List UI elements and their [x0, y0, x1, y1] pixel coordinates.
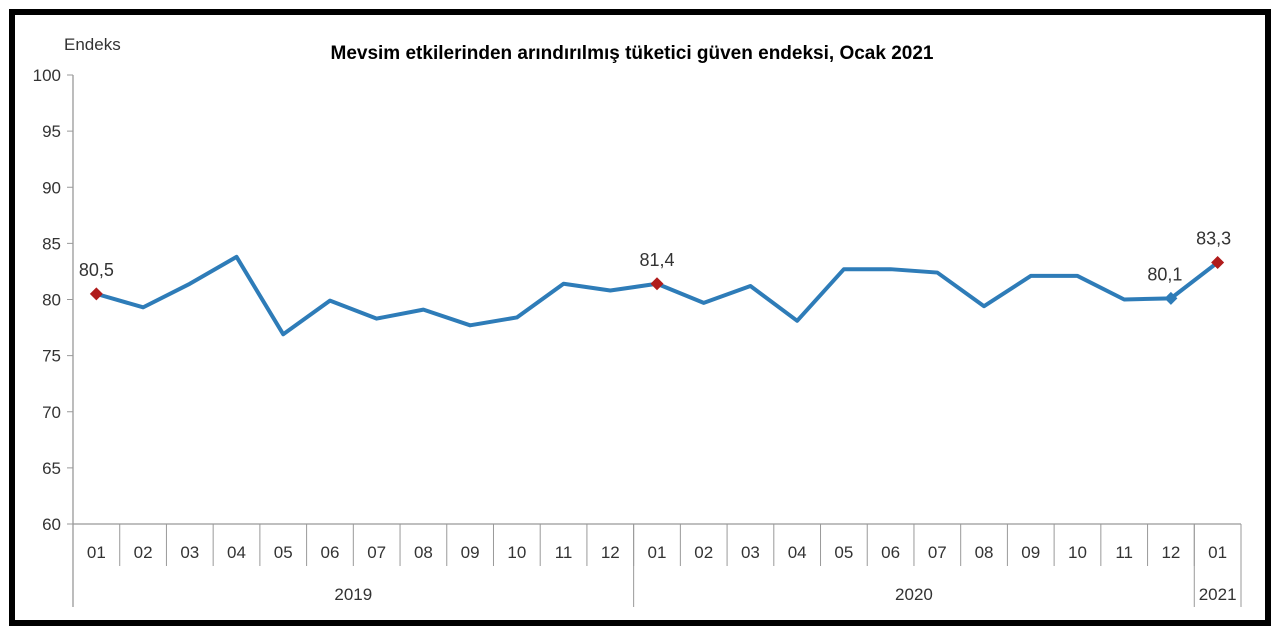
x-tick-label: 06	[320, 543, 339, 562]
data-marker-diamond	[1164, 291, 1178, 305]
x-year-label: 2019	[334, 585, 372, 604]
y-tick-label: 75	[42, 347, 61, 366]
data-point	[609, 290, 611, 292]
data-label: 80,1	[1147, 264, 1182, 284]
data-point	[749, 285, 751, 287]
y-tick-label: 90	[42, 178, 61, 197]
data-label: 81,4	[639, 250, 674, 270]
x-tick-label: 04	[227, 543, 246, 562]
data-point	[843, 268, 845, 270]
x-tick-label: 06	[881, 543, 900, 562]
data-point	[796, 320, 798, 322]
y-tick-label: 80	[42, 291, 61, 310]
y-tick-label: 95	[42, 122, 61, 141]
data-point	[703, 302, 705, 304]
x-tick-label: 09	[461, 543, 480, 562]
x-tick-label: 02	[134, 543, 153, 562]
x-tick-label: 05	[274, 543, 293, 562]
x-year-label: 2021	[1199, 585, 1237, 604]
x-tick-label: 11	[1115, 543, 1133, 562]
data-point	[282, 333, 284, 335]
data-point	[422, 309, 424, 311]
x-tick-label: 04	[788, 543, 807, 562]
data-point	[469, 324, 471, 326]
data-marker-diamond	[650, 277, 664, 291]
x-tick-label: 07	[928, 543, 947, 562]
y-tick-label: 70	[42, 403, 61, 422]
data-point	[236, 256, 238, 258]
x-tick-label: 01	[87, 543, 106, 562]
data-point	[329, 300, 331, 302]
x-tick-label: 12	[1161, 543, 1180, 562]
data-point	[142, 306, 144, 308]
y-axis-label: Endeks	[64, 35, 121, 54]
y-tick-label: 100	[33, 66, 61, 85]
x-tick-label: 11	[555, 543, 573, 562]
data-point	[376, 318, 378, 320]
x-tick-label: 03	[741, 543, 760, 562]
data-point	[1076, 275, 1078, 277]
x-tick-label: 10	[507, 543, 526, 562]
x-tick-label: 03	[180, 543, 199, 562]
y-tick-label: 60	[42, 515, 61, 534]
data-point	[890, 268, 892, 270]
x-tick-label: 07	[367, 543, 386, 562]
data-point	[936, 272, 938, 274]
x-tick-label: 10	[1068, 543, 1087, 562]
data-marker-diamond	[89, 287, 103, 301]
x-tick-label: 08	[414, 543, 433, 562]
data-label: 83,3	[1196, 228, 1231, 248]
y-tick-label: 85	[42, 234, 61, 253]
chart-title: Mevsim etkilerinden arındırılmış tüketic…	[331, 43, 934, 64]
data-point	[516, 316, 518, 318]
x-tick-label: 02	[694, 543, 713, 562]
x-tick-label: 08	[975, 543, 994, 562]
data-label: 80,5	[79, 260, 114, 280]
y-tick-label: 65	[42, 459, 61, 478]
x-tick-label: 09	[1021, 543, 1040, 562]
data-point	[563, 283, 565, 285]
x-tick-label: 01	[1208, 543, 1227, 562]
data-point	[189, 283, 191, 285]
data-point	[1123, 299, 1125, 300]
data-marker-diamond	[1211, 255, 1225, 269]
x-tick-label: 12	[601, 543, 620, 562]
x-year-label: 2020	[895, 585, 933, 604]
x-tick-label: 01	[648, 543, 667, 562]
x-tick-label: 05	[834, 543, 853, 562]
data-point	[1030, 275, 1032, 277]
chart-frame	[9, 9, 1271, 626]
data-point	[983, 305, 985, 307]
